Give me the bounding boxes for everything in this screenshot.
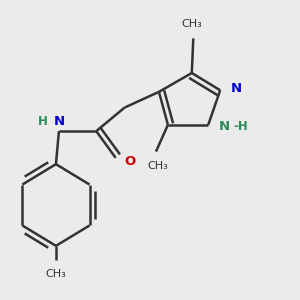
Text: H: H: [38, 115, 47, 128]
Text: CH₃: CH₃: [182, 19, 202, 29]
Text: O: O: [124, 154, 136, 167]
Text: CH₃: CH₃: [147, 161, 168, 171]
Text: N: N: [231, 82, 242, 95]
Text: -H: -H: [234, 120, 248, 133]
Text: CH₃: CH₃: [46, 269, 66, 279]
Text: N: N: [219, 120, 230, 133]
Text: N: N: [53, 115, 64, 128]
